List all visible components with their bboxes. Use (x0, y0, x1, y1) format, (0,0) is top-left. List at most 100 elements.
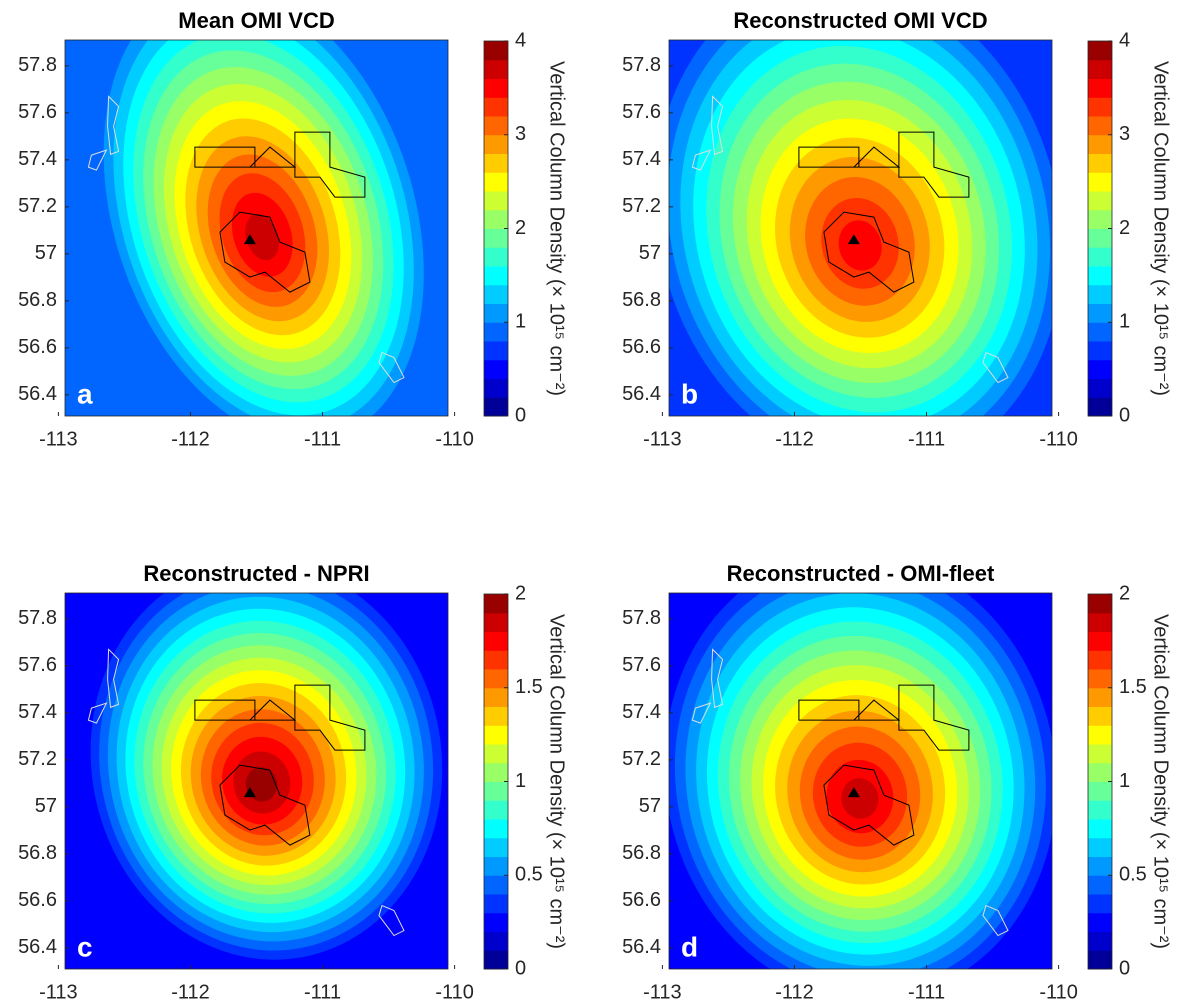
colorbar-swatch (484, 41, 508, 61)
colorbar-swatch (1088, 650, 1112, 670)
colorbar-label: Vertical Column Density (× 10¹⁵ cm⁻²) (1150, 614, 1172, 949)
plot-frame (64, 592, 449, 970)
colorbar-tick-label: 0.5 (515, 864, 543, 886)
x-tick-label: -113 (643, 981, 682, 1003)
x-tick-label: -113 (643, 428, 682, 450)
colorbar-swatch (484, 322, 508, 342)
panel-label: c (77, 931, 93, 962)
y-tick-label: 57 (35, 795, 57, 817)
boundary (823, 211, 915, 293)
contour-field (65, 593, 448, 969)
x-tick-label: -112 (171, 428, 210, 450)
y-tick-label: 57.8 (18, 607, 57, 629)
y-tick-label: 57.6 (622, 101, 661, 123)
y-tick-label: 57.8 (18, 54, 57, 76)
y-tick-label: 57.6 (18, 101, 57, 123)
colorbar-swatch (1088, 153, 1112, 173)
x-tick-label: -112 (171, 981, 210, 1003)
colorbar-swatch (1088, 631, 1112, 651)
colorbar-swatch (484, 781, 508, 801)
colorbar-swatch (1088, 191, 1112, 211)
boundary (219, 211, 311, 293)
colorbar-swatch (1088, 78, 1112, 98)
panel-label: a (77, 378, 93, 409)
colorbar-swatch (1088, 116, 1112, 136)
site-marker (243, 234, 256, 245)
x-tick-label: -111 (908, 428, 945, 450)
colorbar-swatch (1088, 284, 1112, 304)
colorbar-swatch (1088, 781, 1112, 801)
colorbar-swatch (484, 856, 508, 876)
x-tick-label: -112 (775, 981, 814, 1003)
contour-band (245, 213, 279, 261)
colorbar-swatch (484, 725, 508, 745)
colorbar-tick-label: 0.5 (1119, 864, 1147, 886)
colorbar-tick-label: 1.5 (515, 676, 543, 698)
colorbar-swatch (1088, 894, 1112, 914)
boundary (823, 764, 915, 846)
colorbar-swatch (484, 894, 508, 914)
boundary (194, 684, 366, 751)
colorbar-swatch (484, 931, 508, 951)
colorbar-swatch (484, 912, 508, 932)
colorbar-swatch (1088, 950, 1112, 970)
colorbar-swatch (484, 650, 508, 670)
y-tick-label: 57.4 (18, 148, 57, 170)
lake-outline (87, 648, 405, 937)
chart-title: Reconstructed OMI VCD (733, 8, 987, 33)
panel: -113 -112 -111 -110 56.4 56.6 56.8 57 57.2 57.4 57… (18, 8, 568, 450)
chart-title: Mean OMI VCD (178, 8, 334, 33)
panel: -113 -112 -111 -110 56.4 56.6 56.8 57 57.2 57.4 57… (622, 8, 1172, 450)
colorbar-swatch (1088, 397, 1112, 417)
colorbar-swatch (484, 397, 508, 417)
colorbar-tick-label: 1 (515, 770, 526, 792)
x-tick-label: -111 (304, 981, 341, 1003)
contour-band (841, 778, 879, 819)
colorbar-swatch (1088, 228, 1112, 248)
colorbar-tick-label: 1 (515, 311, 526, 333)
y-tick-label: 56.6 (622, 336, 661, 358)
panel: -113 -112 -111 -110 56.4 56.6 56.8 57 57.2 57.4 57… (18, 561, 568, 1003)
y-tick-label: 57.6 (18, 654, 57, 676)
site-marker (243, 787, 256, 798)
colorbar-swatch (1088, 97, 1112, 117)
panel-label: d (681, 931, 698, 962)
contour-band (245, 767, 278, 802)
chart-title: Reconstructed - OMI-fleet (727, 561, 995, 586)
boundary (798, 684, 970, 751)
colorbar-tick-label: 2 (515, 217, 526, 239)
colorbar-swatch (1088, 209, 1112, 229)
x-tick-label: -110 (1039, 981, 1078, 1003)
y-tick-label: 57 (639, 242, 661, 264)
y-tick-label: 57.4 (622, 148, 661, 170)
colorbar-swatch (1088, 322, 1112, 342)
y-tick-label: 57.2 (622, 195, 661, 217)
colorbar-swatch (1088, 594, 1112, 614)
colorbar-swatch (484, 669, 508, 689)
boundary (798, 131, 970, 198)
colorbar-swatch (484, 228, 508, 248)
y-tick-label: 56.6 (18, 336, 57, 358)
x-tick-label: -110 (435, 981, 474, 1003)
y-tick-label: 56.8 (18, 842, 57, 864)
x-tick-label: -110 (435, 428, 474, 450)
colorbar-tick-label: 3 (515, 123, 526, 145)
colorbar-swatch (1088, 744, 1112, 764)
x-tick-label: -113 (39, 428, 78, 450)
colorbar-swatch (484, 191, 508, 211)
colorbar-swatch (1088, 341, 1112, 361)
y-tick-label: 57.2 (18, 195, 57, 217)
colorbar-swatch (484, 284, 508, 304)
colorbar-swatch (484, 819, 508, 839)
chart-title: Reconstructed - NPRI (143, 561, 369, 586)
contour-field (669, 40, 1052, 416)
colorbar-tick-label: 2 (1119, 217, 1130, 239)
colorbar-swatch (1088, 378, 1112, 398)
lake-outline (87, 95, 405, 384)
colorbar-swatch (484, 800, 508, 820)
colorbar-swatch (484, 631, 508, 651)
x-tick-label: -111 (908, 981, 945, 1003)
contour-field (65, 40, 448, 416)
x-tick-label: -112 (775, 428, 814, 450)
